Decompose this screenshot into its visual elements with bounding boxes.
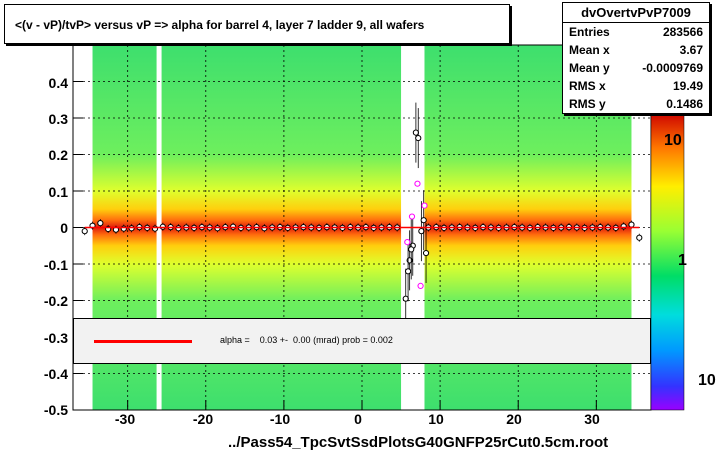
profile-point — [120, 225, 127, 232]
outlier-point — [402, 295, 409, 302]
pink-point — [421, 202, 428, 209]
profile-point — [151, 225, 159, 232]
stats-value: 19.49 — [672, 79, 703, 93]
profile-point — [97, 220, 104, 227]
profile-point — [128, 225, 135, 232]
stats-key: Entries — [569, 25, 610, 39]
y-tick-label: -0.1 — [43, 257, 68, 273]
y-tick-label: -0.2 — [43, 293, 68, 309]
y-tick-label: 0 — [60, 220, 68, 236]
outlier-point — [420, 217, 427, 224]
stats-row: RMS y 0.1486 — [563, 95, 709, 113]
x-tick-label: 10 — [428, 411, 444, 427]
stats-key: RMS y — [569, 97, 606, 111]
x-tick-label: -20 — [192, 411, 214, 427]
fit-line-sample — [94, 340, 192, 343]
stats-key: RMS x — [569, 79, 606, 93]
pink-point — [417, 282, 424, 289]
y-tick-label: 0.4 — [48, 75, 68, 91]
y-tick-label: -0.4 — [43, 366, 68, 382]
x-tick-label: 0 — [354, 411, 362, 427]
pink-point — [404, 239, 411, 246]
pink-point — [414, 180, 421, 187]
y-tick-label: 0.3 — [48, 111, 68, 127]
profile-point — [628, 221, 635, 228]
profile-point — [230, 223, 237, 230]
profile-point — [81, 228, 88, 235]
profile-point — [175, 225, 182, 232]
outlier-point — [408, 246, 415, 253]
stats-row: RMS x 19.49 — [563, 77, 709, 95]
profile-point — [214, 225, 221, 232]
profile-point — [620, 223, 627, 230]
chart-title: <(v - vP)/tvP> versus vP => alpha for ba… — [15, 18, 425, 32]
profile-point — [261, 225, 268, 232]
stats-box: dvOvertvPvP7009 Entries 283566 Mean x 3.67… — [562, 2, 710, 114]
y-tick-label: 0.2 — [48, 147, 68, 163]
y-tick-label: -0.5 — [43, 402, 68, 418]
outlier-point — [418, 228, 425, 235]
footer-filename: ../Pass54_TpcSvtSsdPlotsG40GNFP25rCut0.5… — [228, 434, 609, 451]
fit-legend: alpha = 0.03 +- 0.00 (mrad) prob = 0.002 — [73, 318, 651, 364]
profile-point — [636, 234, 643, 241]
x-tick-label: 30 — [584, 411, 600, 427]
stats-value: 0.1486 — [666, 97, 703, 111]
y-tick-label: 0.1 — [48, 184, 68, 200]
x-tick-label: -30 — [114, 411, 136, 427]
profile-point — [159, 223, 166, 230]
fit-text: alpha = 0.03 +- 0.00 (mrad) prob = 0.002 — [220, 335, 393, 345]
stats-key: Mean y — [569, 61, 610, 75]
pink-point — [408, 213, 416, 220]
outlier-point — [422, 249, 430, 257]
x-tick-label: 20 — [506, 411, 522, 427]
stats-key: Mean x — [569, 43, 610, 57]
outlier-point — [412, 129, 419, 136]
y-tick-label: -0.3 — [43, 330, 68, 346]
color-scale — [650, 111, 685, 411]
z-tick-label: 10 — [664, 132, 682, 149]
stats-row: Mean y -0.0009769 — [563, 59, 709, 77]
stats-name: dvOvertvPvP7009 — [563, 3, 709, 23]
x-tick-label: -10 — [269, 411, 291, 427]
z-tick-label: 1 — [678, 252, 687, 269]
outlier-point — [415, 134, 422, 142]
stats-value: -0.0009769 — [642, 61, 703, 75]
stats-row: Entries 283566 — [563, 23, 709, 41]
stats-row: Mean x 3.67 — [563, 41, 709, 59]
title-box: <(v - vP)/tvP> versus vP => alpha for ba… — [4, 4, 510, 44]
stats-value: 283566 — [662, 25, 703, 39]
outlier-point — [404, 268, 412, 275]
stats-value: 3.67 — [679, 43, 703, 57]
z-tick-label: 10 — [698, 372, 716, 389]
